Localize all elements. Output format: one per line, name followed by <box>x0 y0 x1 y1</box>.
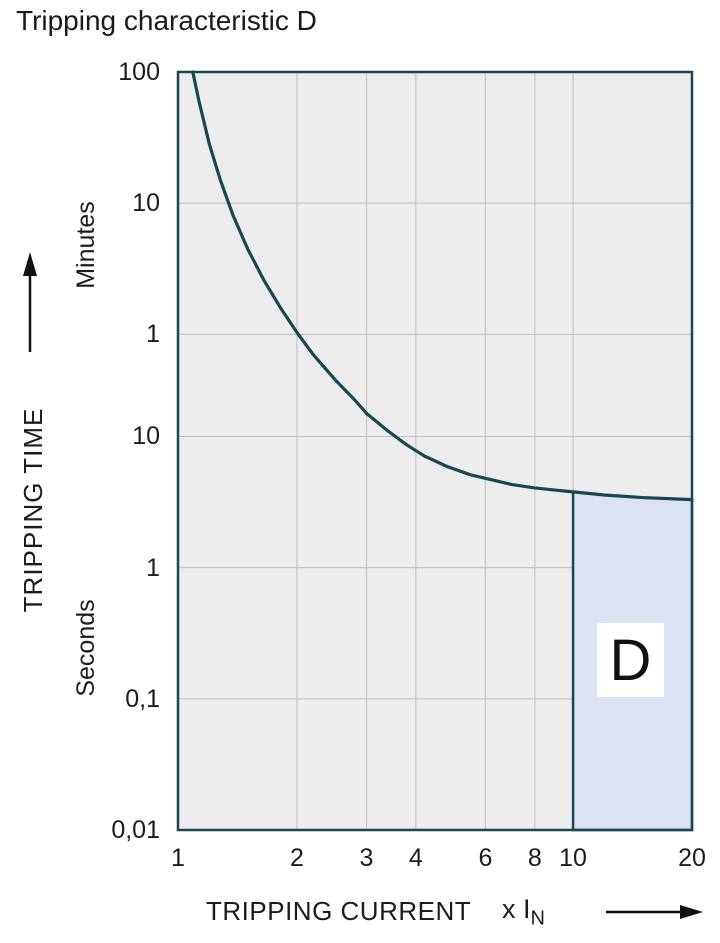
x-tick-label: 10 <box>559 844 587 872</box>
y-tick-label: 10 <box>132 189 160 218</box>
y-tick-label: 0,01 <box>111 816 160 844</box>
x-tick-label: 4 <box>408 844 423 872</box>
x-tick-label: 6 <box>478 844 493 872</box>
x-tick-label: 20 <box>678 844 706 872</box>
y-tick-label: 0,1 <box>125 684 160 713</box>
x-tick-label: 8 <box>527 844 542 872</box>
x-axis-unit-subscript: N <box>530 907 545 930</box>
plot-area <box>176 70 694 832</box>
y-tick-label: 1 <box>146 553 160 582</box>
y-axis-arrow-icon <box>23 252 37 352</box>
region-label: D <box>597 623 664 697</box>
x-tick-label: 2 <box>289 844 304 872</box>
x-axis-title: TRIPPING CURRENT <box>206 896 472 926</box>
x-axis-unit: x IN <box>502 894 545 930</box>
y-tick-label: 10 <box>132 422 160 451</box>
tripping-curve <box>191 70 694 502</box>
y-tick-label: 1 <box>146 320 160 349</box>
y-axis-title: TRIPPING TIME <box>18 407 48 613</box>
x-tick-label: 3 <box>359 844 374 872</box>
plot-border <box>176 70 694 832</box>
x-axis-unit-prefix: x I <box>502 894 531 924</box>
y-tick-label: 100 <box>118 58 160 86</box>
x-axis-arrow-icon <box>606 905 703 919</box>
x-tick-label: 1 <box>171 844 185 872</box>
chart-title: Tripping characteristic D <box>16 5 317 36</box>
